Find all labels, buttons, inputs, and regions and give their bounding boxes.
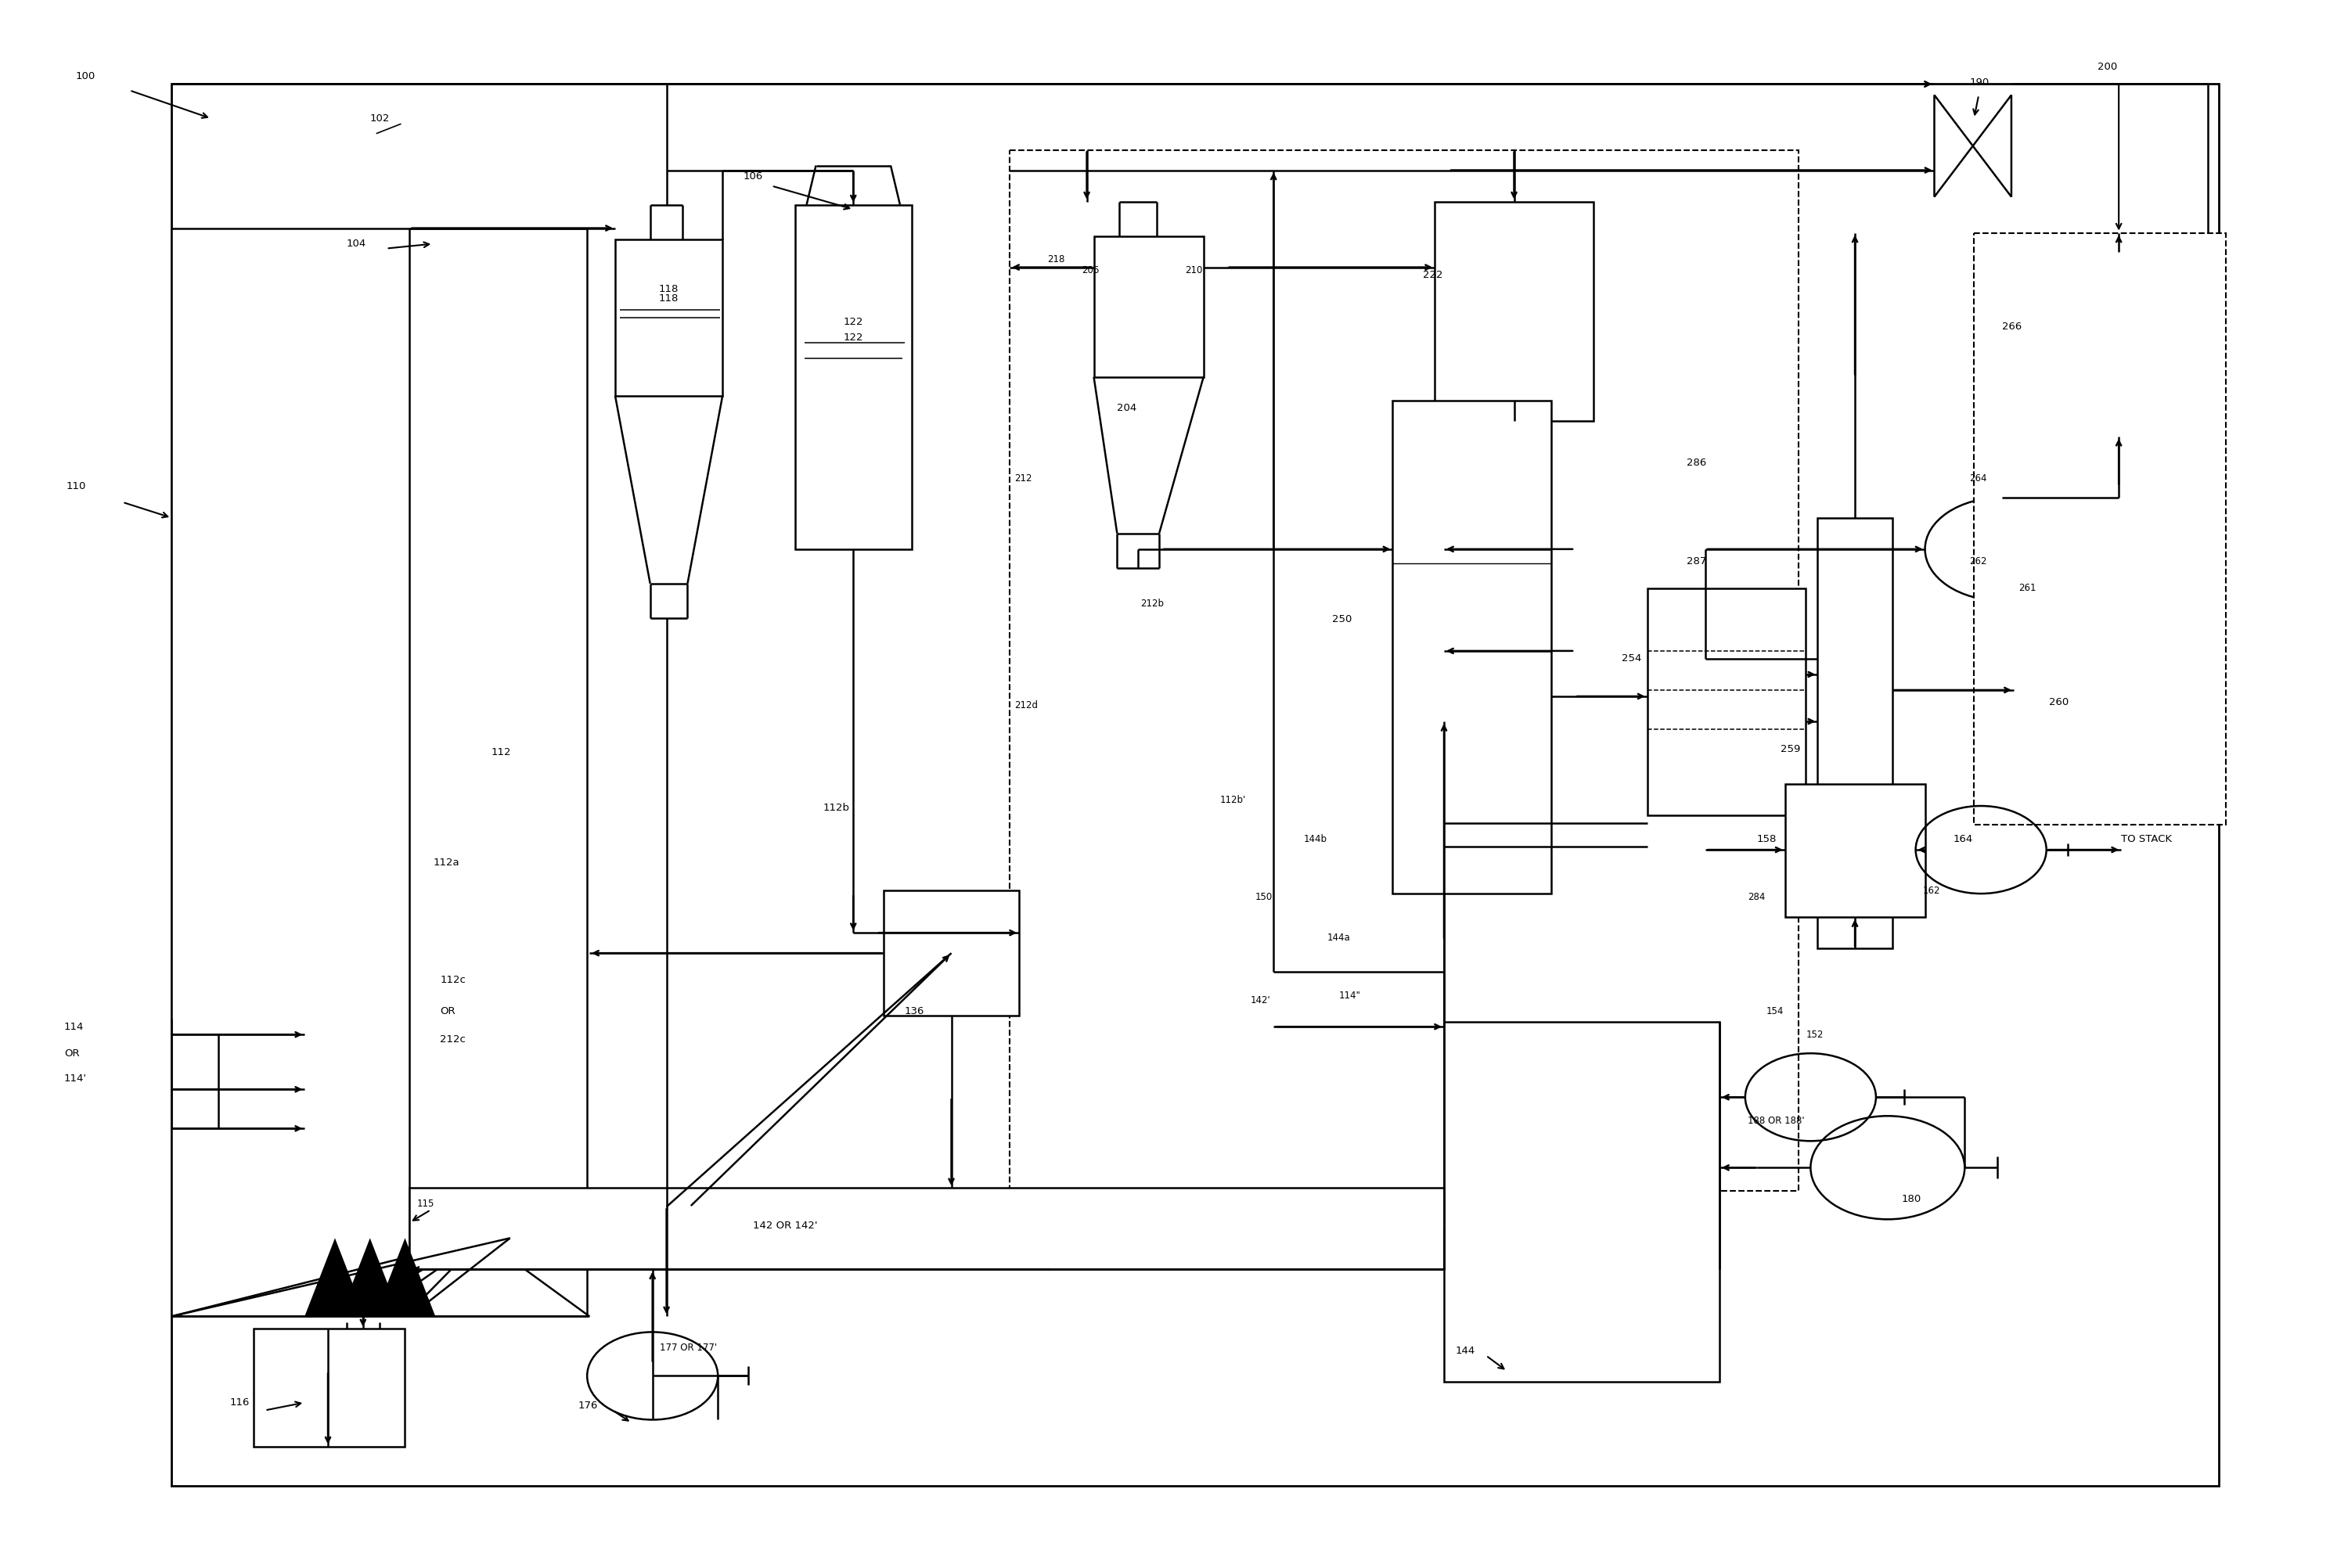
Text: 102: 102	[369, 113, 390, 124]
Text: TO STACK: TO STACK	[2122, 834, 2171, 844]
Text: 180: 180	[1902, 1193, 1921, 1204]
Text: 106: 106	[743, 171, 764, 182]
Text: 162: 162	[1923, 886, 1940, 895]
Text: 144a: 144a	[1327, 933, 1351, 942]
Polygon shape	[1972, 96, 2012, 198]
Bar	[1785, 784, 1926, 917]
Text: 112b': 112b'	[1220, 795, 1246, 804]
Text: 118: 118	[659, 284, 678, 295]
Polygon shape	[304, 1239, 365, 1317]
Polygon shape	[374, 1239, 435, 1317]
Bar	[1094, 235, 1204, 376]
Text: OR: OR	[63, 1049, 79, 1058]
Text: 114: 114	[63, 1022, 84, 1032]
Text: 144: 144	[1456, 1345, 1475, 1356]
Text: 266: 266	[2003, 321, 2022, 332]
Bar	[615, 238, 722, 395]
Text: 112c: 112c	[439, 975, 465, 985]
Text: 115: 115	[416, 1198, 435, 1209]
Text: 206: 206	[1082, 265, 1101, 276]
Bar	[2029, 251, 2211, 436]
Text: 122: 122	[844, 332, 862, 343]
Text: 212d: 212d	[1014, 701, 1038, 710]
Text: 222: 222	[1423, 270, 1442, 281]
Text: OR: OR	[439, 1007, 456, 1016]
Text: 114": 114"	[1339, 991, 1360, 1000]
Text: 112a: 112a	[432, 858, 460, 867]
Text: 261: 261	[2019, 583, 2036, 593]
Text: 144b: 144b	[1304, 834, 1327, 844]
Text: 118: 118	[659, 293, 678, 304]
Text: 260: 260	[2050, 698, 2068, 707]
Text: 212c: 212c	[439, 1035, 465, 1044]
Text: 286: 286	[1687, 458, 1706, 469]
Text: 100: 100	[75, 71, 96, 82]
Text: 210: 210	[1185, 265, 1201, 276]
Text: 190: 190	[1970, 77, 1989, 88]
Bar	[1435, 202, 1594, 420]
Text: 164: 164	[1954, 834, 1972, 844]
Bar	[171, 227, 587, 1317]
Bar	[252, 1330, 404, 1446]
Text: 218: 218	[1047, 254, 1066, 265]
Bar	[795, 205, 911, 549]
Text: 110: 110	[65, 481, 86, 492]
Bar	[1648, 588, 1807, 815]
Text: 212: 212	[1014, 474, 1033, 485]
Text: 262: 262	[1970, 557, 1986, 566]
Bar	[1393, 400, 1552, 894]
Text: 287: 287	[1687, 557, 1706, 566]
Text: 204: 204	[1117, 403, 1136, 414]
Text: 176: 176	[577, 1400, 598, 1411]
Bar	[1818, 517, 1893, 949]
Bar	[171, 85, 2220, 1485]
Text: 112: 112	[491, 748, 512, 757]
Text: 112b: 112b	[823, 803, 851, 812]
Text: 250: 250	[1332, 615, 1351, 624]
Text: 122: 122	[844, 317, 862, 328]
Text: 200: 200	[2099, 61, 2117, 72]
Text: 264: 264	[1970, 474, 1986, 485]
Text: 158: 158	[1757, 834, 1776, 844]
Polygon shape	[1935, 96, 1972, 198]
Text: 104: 104	[346, 238, 367, 249]
Text: 284: 284	[1748, 892, 1764, 902]
Text: 150: 150	[1255, 892, 1271, 902]
Text: 254: 254	[1622, 654, 1641, 663]
Text: 212b: 212b	[1140, 599, 1164, 608]
Text: 259: 259	[1781, 745, 1799, 754]
Polygon shape	[339, 1239, 400, 1317]
Bar	[1010, 151, 1799, 1192]
Text: 152: 152	[1807, 1030, 1823, 1040]
Text: 188 OR 188': 188 OR 188'	[1748, 1115, 1804, 1126]
Bar	[409, 1189, 1444, 1270]
Text: 114': 114'	[63, 1073, 86, 1083]
Text: 142': 142'	[1250, 996, 1271, 1005]
Text: 142 OR 142': 142 OR 142'	[753, 1220, 818, 1231]
Bar	[1975, 232, 2227, 825]
Bar	[883, 891, 1019, 1016]
Text: 154: 154	[1767, 1007, 1783, 1016]
Bar	[1444, 1022, 1720, 1381]
Text: 116: 116	[229, 1397, 250, 1408]
Bar	[2014, 604, 2197, 792]
Text: 177 OR 177': 177 OR 177'	[659, 1342, 717, 1353]
Text: 136: 136	[904, 1007, 925, 1016]
